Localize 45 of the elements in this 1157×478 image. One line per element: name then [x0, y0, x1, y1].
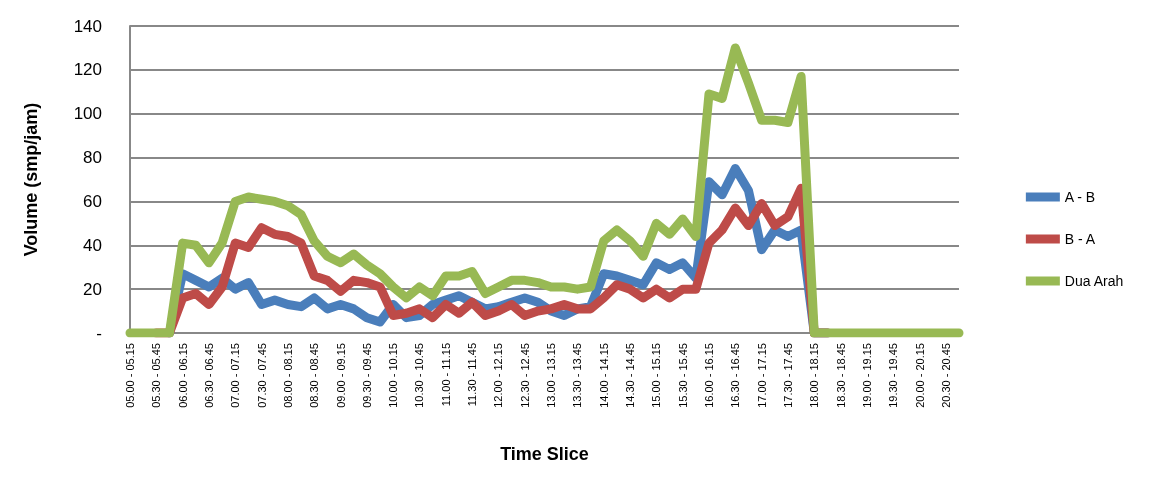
legend-label: Dua Arah: [1064, 273, 1124, 289]
y-tick-label: 140: [73, 16, 102, 36]
x-axis-title: Time Slice: [500, 444, 589, 464]
y-tick-label: 120: [73, 60, 102, 80]
x-tick-label: 12.00 - 12.15: [492, 343, 505, 408]
x-tick-label: 08.00 - 08.15: [281, 343, 294, 408]
y-tick-label: 60: [83, 191, 102, 211]
x-tick-label: 18.30 - 18.45: [834, 343, 847, 408]
y-tick-label: 20: [83, 279, 102, 299]
x-tick-label: 14.00 - 14.15: [597, 343, 610, 408]
x-tick-label: 18.00 - 18.15: [808, 343, 821, 408]
x-tick-label: 07.30 - 07.45: [255, 343, 268, 408]
x-tick-label: 09.00 - 09.15: [334, 343, 347, 408]
x-tick-label: 14.30 - 14.45: [624, 343, 637, 408]
legend-label: A - B: [1064, 189, 1096, 205]
y-axis-title: Volume (smp/jam): [21, 102, 41, 257]
x-tick-label: 13.30 - 13.45: [571, 343, 584, 408]
y-tick-label: 40: [83, 235, 102, 255]
x-tick-label: 20.30 - 20.45: [939, 343, 952, 408]
x-tick-label: 11.00 - 11.15: [439, 343, 452, 407]
x-tick-label: 20.00 - 20.15: [913, 343, 926, 408]
x-tick-label: 17.00 - 17.15: [755, 343, 768, 408]
y-tick-label: 80: [83, 148, 102, 168]
x-tick-label: 09.30 - 09.45: [360, 343, 373, 408]
y-tick-label: 100: [73, 104, 102, 124]
x-tick-label: 11.30 - 11.45: [466, 343, 479, 407]
x-tick-label: 12.30 - 12.45: [518, 343, 531, 408]
x-tick-label: 08.30 - 08.45: [308, 343, 321, 408]
x-tick-label: 06.30 - 06.45: [202, 343, 215, 408]
x-tick-label: 16.30 - 16.45: [729, 343, 742, 408]
x-tick-label: 16.00 - 16.15: [702, 343, 715, 408]
x-tick-label: 17.30 - 17.45: [781, 343, 794, 408]
x-tick-label: 07.00 - 07.15: [229, 343, 242, 408]
x-tick-label: 19.00 - 19.15: [860, 343, 873, 408]
x-tick-label: 15.00 - 15.15: [650, 343, 663, 408]
x-tick-label: 19.30 - 19.45: [887, 343, 900, 408]
x-tick-label: 13.00 - 13.15: [545, 343, 558, 408]
y-tick-label: -: [96, 323, 102, 343]
x-tick-label: 05.00 - 05.15: [124, 343, 136, 408]
x-tick-label: 10.00 - 10.15: [387, 343, 400, 408]
x-tick-label: 06.00 - 06.15: [176, 343, 189, 408]
x-tick-label: 05.30 - 05.45: [150, 343, 163, 408]
x-tick-label: 15.30 - 15.45: [676, 343, 689, 408]
legend-label: B - A: [1064, 231, 1096, 247]
x-tick-label: 10.30 - 10.45: [413, 343, 426, 408]
